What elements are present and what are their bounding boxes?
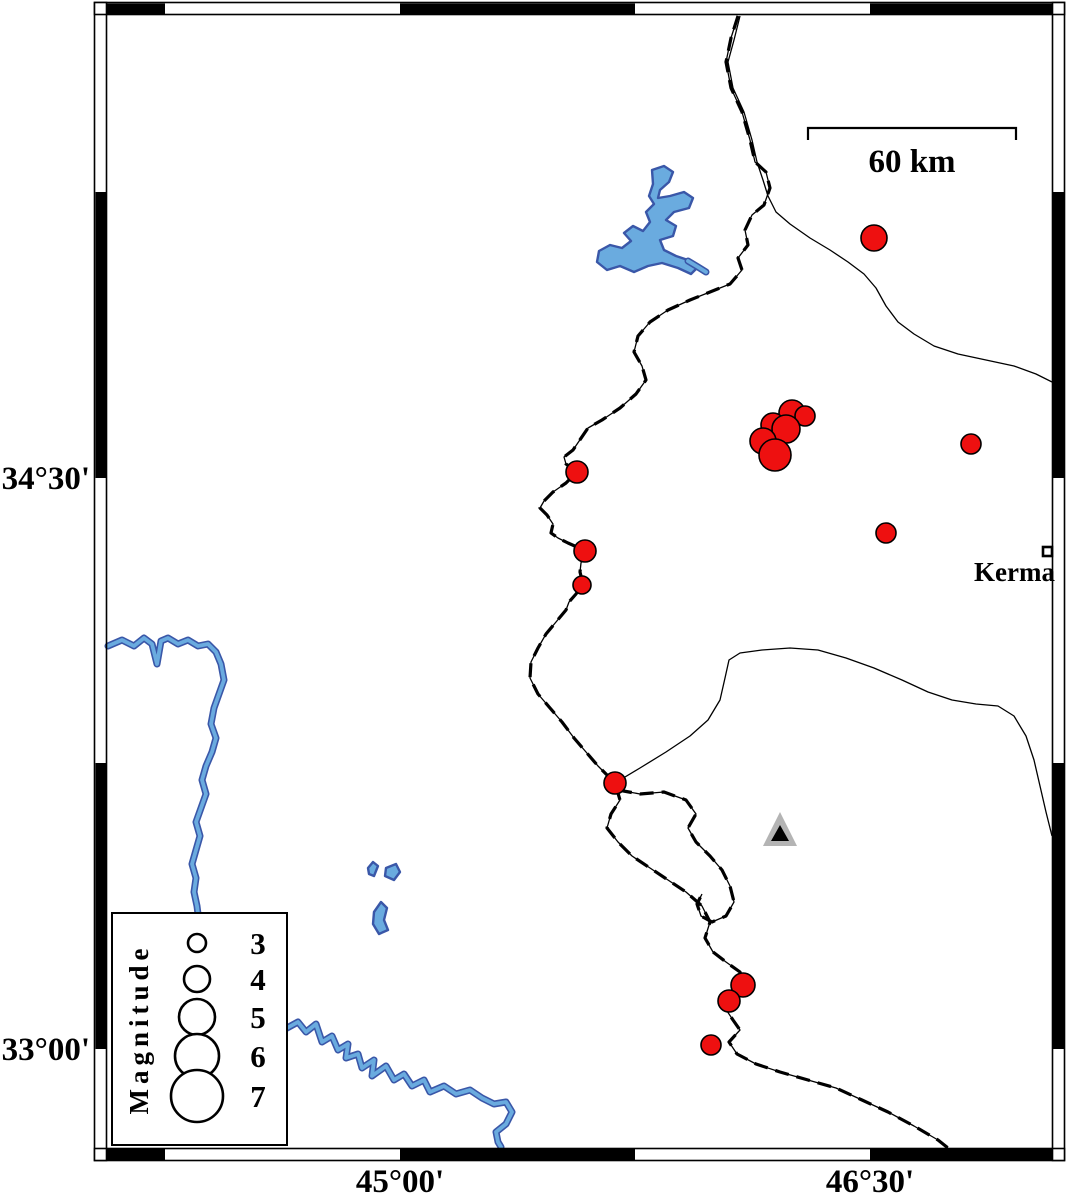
legend-magnitude-circle (177, 997, 217, 1037)
frame-segment (95, 763, 107, 1049)
legend-magnitude-value: 4 (250, 962, 266, 997)
earthquake-marker (860, 224, 888, 252)
earthquake-marker (603, 771, 627, 795)
legend-circles: 345 6 7 (169, 926, 266, 1124)
scale-bar-label: 60 km (868, 144, 955, 180)
legend-magnitude-circle (186, 932, 208, 954)
frame-segment (107, 3, 165, 15)
earthquake-marker (758, 438, 792, 472)
lon-label-45-00: 45°00' (356, 1164, 444, 1197)
earthquake-marker (875, 522, 897, 544)
map-frame (93, 1, 1066, 1162)
frame-segment (870, 3, 1053, 15)
frame-segment (870, 1149, 1053, 1160)
frame-segment (107, 1149, 165, 1160)
frame-corner (93, 1, 108, 16)
lon-label-46-30: 46°30' (826, 1164, 914, 1197)
legend-magnitude-value: 3 (250, 926, 266, 961)
stream-fragments (366, 860, 402, 936)
earthquake-marker (700, 1034, 722, 1056)
legend-magnitude-circle (182, 964, 212, 994)
axis-annotations: 34°30' 33°00' 45°00' 46°30' (2, 461, 915, 1197)
legend-magnitude-value: 5 (250, 1000, 266, 1035)
boundary-line-east (614, 647, 1053, 837)
station-marker (763, 812, 797, 846)
river-west (104, 634, 228, 918)
earthquake-marker (565, 460, 589, 484)
lat-label-33-00: 33°00' (2, 1032, 90, 1068)
earthquake-marker (717, 989, 741, 1013)
lat-label-34-30: 34°30' (2, 461, 90, 497)
city-kermanshah: Kerma (974, 545, 1055, 587)
frame-segment (1053, 192, 1064, 478)
city-label: Kerma (974, 557, 1055, 587)
frame-corner (93, 1147, 108, 1162)
legend-title: Magnitude (124, 943, 154, 1114)
scale-bar: 60 km (806, 126, 1018, 180)
frame-outer-line (93, 1, 1066, 1162)
frame-segment (95, 192, 107, 478)
frame-corner (1051, 1, 1066, 16)
frame-segment (400, 3, 635, 15)
station-triangle-inner (771, 825, 789, 841)
earthquake-marker (730, 972, 756, 998)
earthquake-marker (960, 433, 982, 455)
legend-magnitude-value: 6 (250, 1039, 266, 1074)
earthquake-marker (572, 575, 592, 595)
earthquake-marker (794, 405, 816, 427)
frame-segment (400, 1149, 635, 1160)
magnitude-legend: Magnitude 345 6 7 (111, 912, 288, 1146)
boundary-line-northeast (727, 15, 1053, 383)
legend-magnitude-value: 7 (250, 1079, 266, 1114)
scale-bar-bracket (806, 126, 1018, 140)
earthquake-layer (565, 224, 982, 1056)
lake-outlet-stream (686, 259, 708, 274)
river-south (283, 1018, 516, 1151)
legend-magnitude-circle (169, 1068, 225, 1124)
frame-corner (1051, 1147, 1066, 1162)
frame-segment (1053, 763, 1064, 1049)
city-square-marker (1041, 545, 1054, 558)
earthquake-marker (573, 539, 597, 563)
